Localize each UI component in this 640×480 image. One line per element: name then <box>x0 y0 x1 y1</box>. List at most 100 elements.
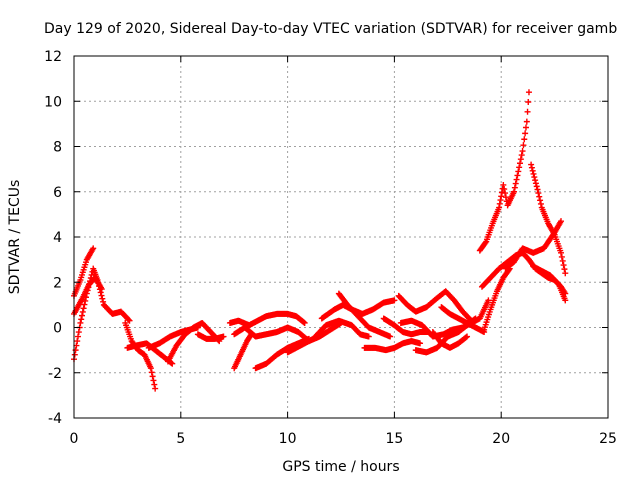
data-point <box>537 200 544 207</box>
y-tick-label: 2 <box>53 275 62 291</box>
data-point <box>365 333 372 340</box>
data-point <box>496 204 503 211</box>
data-point <box>561 266 568 273</box>
data-point <box>472 315 479 322</box>
data-point <box>391 297 398 304</box>
data-point <box>562 297 569 304</box>
data-point <box>521 136 528 143</box>
data-point <box>558 218 565 225</box>
data-point <box>517 156 524 163</box>
data-point <box>560 262 567 269</box>
data-point <box>81 301 88 308</box>
data-point <box>417 340 424 347</box>
series-track-24 <box>476 89 532 254</box>
series-track-15 <box>335 290 394 340</box>
data-point <box>535 190 542 197</box>
data-point <box>520 142 527 149</box>
y-tick-label: 6 <box>53 185 62 201</box>
data-point <box>482 239 489 246</box>
x-tick-labels: 0 5 10 15 20 25 <box>70 431 617 447</box>
series-track-26 <box>502 218 565 272</box>
data-point <box>147 365 154 372</box>
data-point <box>71 351 78 358</box>
data-point <box>522 130 529 137</box>
chart-title: Day 129 of 2020, Sidereal Day-to-day VTE… <box>44 21 617 37</box>
series-track-3 <box>71 274 105 317</box>
data-points <box>71 89 569 392</box>
data-point <box>519 148 526 155</box>
series-track-13 <box>284 317 372 356</box>
data-point <box>496 200 503 207</box>
series-track-28 <box>481 265 513 333</box>
y-tick-label: 4 <box>53 230 62 246</box>
data-point <box>464 333 471 340</box>
y-tick-labels: -4 -2 0 2 4 6 8 10 12 <box>44 49 62 427</box>
grid <box>74 56 608 418</box>
data-point <box>531 174 538 181</box>
x-tick-label: 15 <box>385 431 403 447</box>
data-point <box>78 316 85 323</box>
y-tick-label: -2 <box>48 366 62 382</box>
data-point <box>528 164 535 171</box>
data-point <box>518 152 525 159</box>
data-point <box>511 184 518 191</box>
data-point <box>513 176 520 183</box>
axis-ticks <box>73 55 609 419</box>
x-tick-label: 0 <box>70 431 79 447</box>
y-tick-label: 8 <box>53 140 62 156</box>
data-point <box>79 312 86 319</box>
data-point <box>522 124 529 131</box>
data-point <box>512 180 519 187</box>
series-track-8 <box>194 331 227 342</box>
data-point <box>125 316 132 323</box>
data-point <box>528 161 535 168</box>
data-point <box>98 286 105 293</box>
series-track-23 <box>478 249 569 297</box>
data-point <box>562 270 569 277</box>
data-point <box>502 190 509 197</box>
data-point <box>516 164 523 171</box>
data-point <box>77 319 84 326</box>
series-track-10 <box>226 310 308 329</box>
series-track-22 <box>429 329 471 351</box>
data-point <box>558 249 565 256</box>
data-point <box>525 99 532 106</box>
data-point <box>387 333 394 340</box>
series-track-4 <box>122 319 159 392</box>
data-point <box>150 377 157 384</box>
x-tick-label: 10 <box>279 431 297 447</box>
series-track-7 <box>164 319 223 365</box>
data-point <box>524 108 531 115</box>
y-tick-label: 10 <box>44 94 62 110</box>
data-point <box>516 160 523 167</box>
data-point <box>75 329 82 336</box>
data-point <box>537 197 544 204</box>
data-point <box>529 167 536 174</box>
x-tick-label: 5 <box>176 431 185 447</box>
data-point <box>530 170 537 177</box>
x-axis-label: GPS time / hours <box>282 459 399 475</box>
data-point <box>501 186 508 193</box>
data-point <box>100 298 107 305</box>
data-point <box>80 305 87 312</box>
data-point <box>502 194 509 201</box>
data-point <box>534 186 541 193</box>
data-point <box>532 177 539 184</box>
series-track-25 <box>528 161 569 277</box>
series-track-12 <box>252 335 312 372</box>
data-point <box>151 381 158 388</box>
data-point <box>536 193 543 200</box>
data-point <box>485 297 492 304</box>
data-point <box>90 245 97 252</box>
data-point <box>523 118 530 125</box>
y-axis-label: SDTVAR / TECUs <box>7 180 23 295</box>
y-tick-label: -4 <box>48 411 62 427</box>
data-point <box>505 266 512 273</box>
data-point <box>511 188 518 195</box>
data-point <box>515 168 522 175</box>
data-point <box>75 333 82 340</box>
data-point <box>149 373 156 380</box>
data-point <box>99 295 106 302</box>
data-point <box>148 369 155 376</box>
